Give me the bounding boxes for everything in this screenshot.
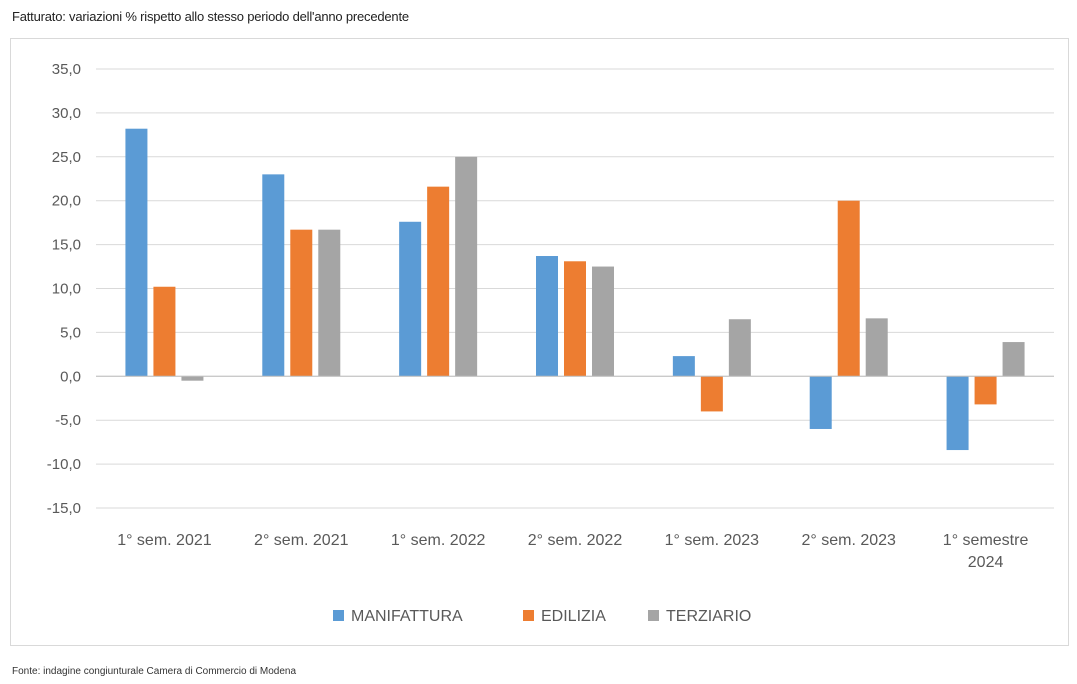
legend-label-terziario: TERZIARIO [666, 608, 751, 625]
bar-manifattura [809, 376, 832, 429]
bar-manifattura [536, 256, 558, 377]
bar-terziario [1002, 342, 1025, 377]
x-tick-label: 1° sem. 2022 [391, 532, 486, 549]
bar-edilizia [564, 261, 586, 377]
bar-terziario [592, 266, 614, 377]
y-tick-label: 5,0 [60, 324, 81, 341]
bar-manifattura [125, 128, 148, 377]
bar-terziario [181, 376, 204, 381]
bar-terziario [728, 319, 751, 377]
bar-edilizia [290, 229, 313, 377]
y-tick-label: 10,0 [52, 281, 81, 298]
y-tick-label: -10,0 [47, 456, 81, 473]
x-tick-label: 2024 [968, 554, 1004, 571]
legend-label-manifattura: MANIFATTURA [351, 608, 463, 625]
x-tick-label: 2° sem. 2022 [528, 532, 623, 549]
bar-edilizia [974, 376, 997, 405]
bar-edilizia [153, 286, 176, 377]
y-tick-label: 25,0 [52, 149, 81, 166]
y-tick-label: 35,0 [52, 61, 81, 78]
y-tick-label: -15,0 [47, 500, 81, 517]
x-tick-label: 1° sem. 2023 [665, 532, 760, 549]
bar-manifattura [672, 356, 695, 377]
bar-edilizia [427, 186, 450, 377]
bar-manifattura [399, 221, 422, 377]
bar-terziario [318, 229, 341, 377]
chart-title: Fatturato: variazioni % rispetto allo st… [12, 9, 409, 24]
y-tick-label: 0,0 [60, 368, 81, 385]
legend-swatch-manifattura [333, 610, 344, 621]
y-tick-label: 30,0 [52, 105, 81, 122]
bar-terziario [455, 156, 478, 377]
x-tick-label: 1° semestre [943, 532, 1029, 549]
y-tick-label: -5,0 [55, 412, 81, 429]
x-tick-label: 2° sem. 2023 [801, 532, 896, 549]
x-tick-label: 2° sem. 2021 [254, 532, 349, 549]
legend-swatch-edilizia [523, 610, 534, 621]
y-tick-label: 20,0 [52, 193, 81, 210]
chart-area: 35,0 30,0 25,0 20,0 15,0 10,0 5,0 0,0 -5,0 -10,0 -… [10, 38, 1069, 646]
bar-manifattura [946, 376, 969, 451]
legend-label-edilizia: EDILIZIA [541, 608, 606, 625]
legend-swatch-terziario [648, 610, 659, 621]
bar-manifattura [262, 174, 285, 377]
source-note: Fonte: indagine congiunturale Camera di … [12, 666, 297, 677]
bar-terziario [865, 318, 888, 377]
bar-chart: 35,0 30,0 25,0 20,0 15,0 10,0 5,0 0,0 -5,0 -10,0 -… [47, 61, 1054, 625]
bar-edilizia [700, 376, 723, 412]
y-tick-label: 15,0 [52, 237, 81, 254]
x-tick-label: 1° sem. 2021 [117, 532, 212, 549]
bar-edilizia [837, 200, 860, 377]
